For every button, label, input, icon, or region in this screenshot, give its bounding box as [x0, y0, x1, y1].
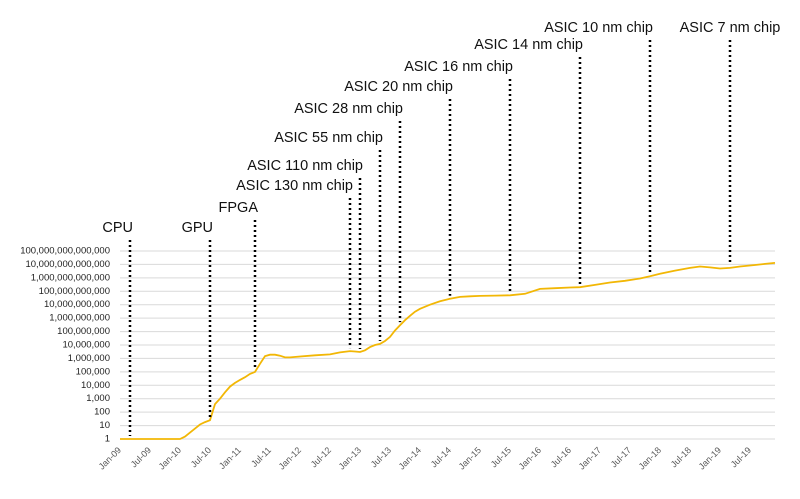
x-tick-label: Jan-14: [397, 445, 424, 472]
y-tick-label: 1,000,000,000: [49, 313, 110, 324]
y-tick-label: 100: [94, 407, 110, 418]
y-tick-label: 100,000,000,000,000: [20, 246, 110, 257]
x-tick-label: Jan-16: [517, 445, 544, 472]
y-tick-label: 10,000,000,000: [44, 299, 110, 310]
x-tick-label: Jul-14: [429, 445, 453, 469]
x-tick-label: Jan-17: [577, 445, 604, 472]
x-tick-label: Jul-16: [549, 445, 573, 469]
x-tick-label: Jul-18: [669, 445, 693, 469]
x-tick-label: Jul-11: [249, 445, 273, 469]
y-tick-label: 1,000: [86, 393, 110, 404]
annotation-label: FPGA: [219, 200, 259, 216]
x-tick-label: Jul-09: [129, 445, 153, 469]
annotation-label: ASIC 7 nm chip: [680, 20, 781, 36]
y-tick-label: 1,000,000: [68, 353, 110, 364]
x-tick-label: Jan-12: [277, 445, 304, 472]
annotation-label: ASIC 20 nm chip: [344, 79, 453, 95]
x-tick-label: Jan-13: [337, 445, 364, 472]
x-tick-label: Jul-10: [189, 445, 213, 469]
y-tick-label: 1: [105, 434, 110, 445]
x-tick-label: Jan-10: [157, 445, 184, 472]
y-tick-label: 10,000: [81, 380, 110, 391]
x-tick-label: Jul-17: [609, 445, 633, 469]
x-tick-label: Jan-19: [697, 445, 724, 472]
x-tick-label: Jan-18: [637, 445, 664, 472]
x-tick-label: Jul-12: [309, 445, 333, 469]
annotation-label: ASIC 130 nm chip: [236, 178, 353, 194]
y-tick-label: 100,000,000: [57, 326, 110, 337]
x-tick-label: Jan-09: [97, 445, 124, 472]
x-tick-label: Jan-15: [457, 445, 484, 472]
annotation-label: ASIC 10 nm chip: [544, 20, 653, 36]
y-tick-label: 10: [99, 420, 110, 431]
annotation-label: GPU: [182, 220, 213, 236]
annotation-label: ASIC 14 nm chip: [474, 37, 583, 53]
x-tick-label: Jul-15: [489, 445, 513, 469]
y-tick-label: 1,000,000,000,000: [31, 272, 110, 283]
y-tick-label: 100,000,000,000: [39, 286, 110, 297]
y-tick-label: 100,000: [76, 366, 110, 377]
y-tick-label: 10,000,000: [62, 340, 110, 351]
annotation-label: ASIC 16 nm chip: [404, 59, 513, 75]
x-tick-label: Jan-11: [217, 445, 243, 471]
y-tick-label: 10,000,000,000,000: [25, 259, 110, 270]
data-line: [120, 262, 776, 440]
x-tick-label: Jul-19: [729, 445, 753, 469]
annotation-label: CPU: [102, 220, 133, 236]
x-tick-label: Jul-13: [369, 445, 393, 469]
annotation-label: ASIC 28 nm chip: [294, 101, 403, 117]
annotation-label: ASIC 110 nm chip: [247, 158, 363, 174]
annotation-label: ASIC 55 nm chip: [274, 130, 383, 146]
